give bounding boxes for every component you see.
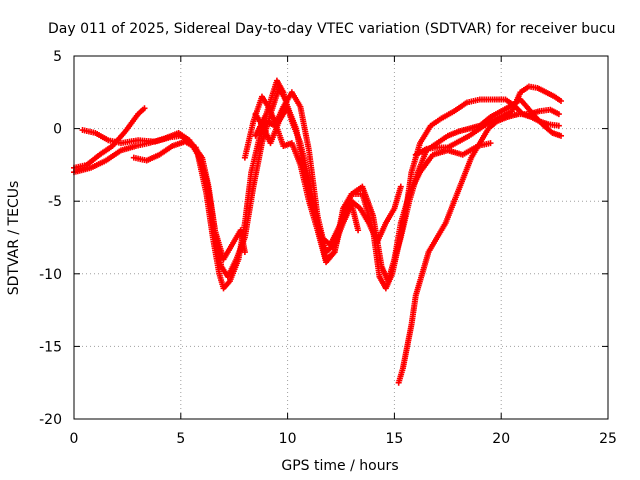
x-tick-label: 20: [492, 431, 510, 447]
y-tick-label: -20: [39, 412, 62, 428]
y-tick-label: -15: [39, 339, 62, 355]
data-point-marker: [558, 98, 565, 105]
data-point-marker: [555, 111, 562, 118]
x-axis-label: GPS time / hours: [281, 458, 398, 474]
series-track-10: [412, 83, 565, 158]
data-point-marker: [355, 227, 362, 234]
y-tick-labels: -20 -15 -10 -5 0 5: [39, 49, 62, 428]
chart-title: Day 011 of 2025, Sidereal Day-to-day VTE…: [48, 21, 616, 37]
plot-frame: [73, 55, 609, 420]
plot-area: [71, 77, 565, 386]
data-point-marker: [555, 122, 562, 129]
y-tick-label: -10: [39, 267, 62, 283]
data-point-marker: [141, 105, 148, 112]
x-tick-label: 5: [176, 431, 185, 447]
series-track-8: [395, 106, 562, 386]
data-point-marker: [487, 140, 494, 147]
data-point-marker: [397, 183, 404, 190]
y-tick-label: 0: [53, 122, 62, 138]
x-tick-label: 25: [599, 431, 617, 447]
x-tick-label: 0: [70, 431, 79, 447]
data-point-marker: [558, 132, 565, 139]
data-point-marker: [241, 249, 248, 256]
x-tick-label: 15: [385, 431, 403, 447]
axis-ticks: [73, 55, 609, 420]
y-axis-label: SDTVAR / TECUs: [6, 181, 22, 296]
x-tick-labels: 0 5 10 15 20 25: [70, 431, 617, 447]
y-tick-label: 5: [53, 49, 62, 65]
x-tick-label: 10: [279, 431, 297, 447]
series-track-4: [130, 138, 248, 263]
y-tick-label: -5: [48, 194, 62, 210]
